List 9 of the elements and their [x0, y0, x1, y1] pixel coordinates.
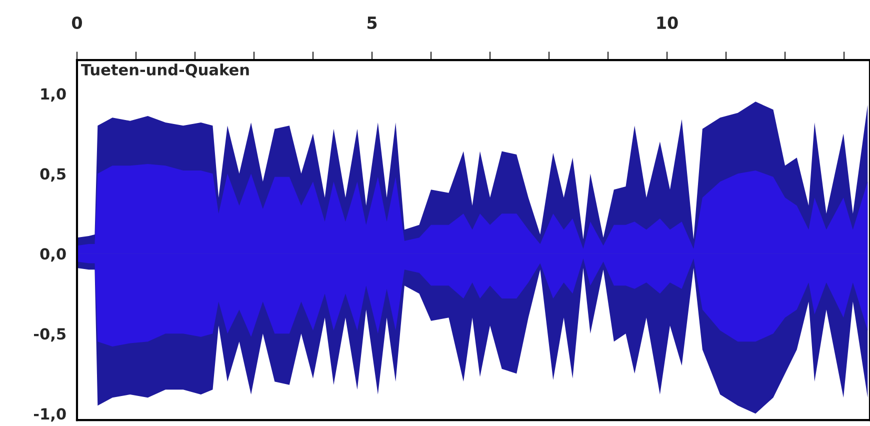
y-tick-label: -0,5 [34, 328, 66, 342]
y-tick-label: -1,0 [34, 408, 66, 422]
x-tick-label: 0 [72, 16, 82, 30]
x-tick-label: 5 [368, 16, 377, 30]
y-tick-label: 0,0 [40, 248, 66, 262]
y-tick-label: 0,5 [40, 168, 66, 182]
chart-title: Tueten-und-Quaken [81, 64, 249, 78]
x-tick-label: 10 [657, 16, 678, 30]
y-tick-label: 1,0 [41, 88, 66, 102]
